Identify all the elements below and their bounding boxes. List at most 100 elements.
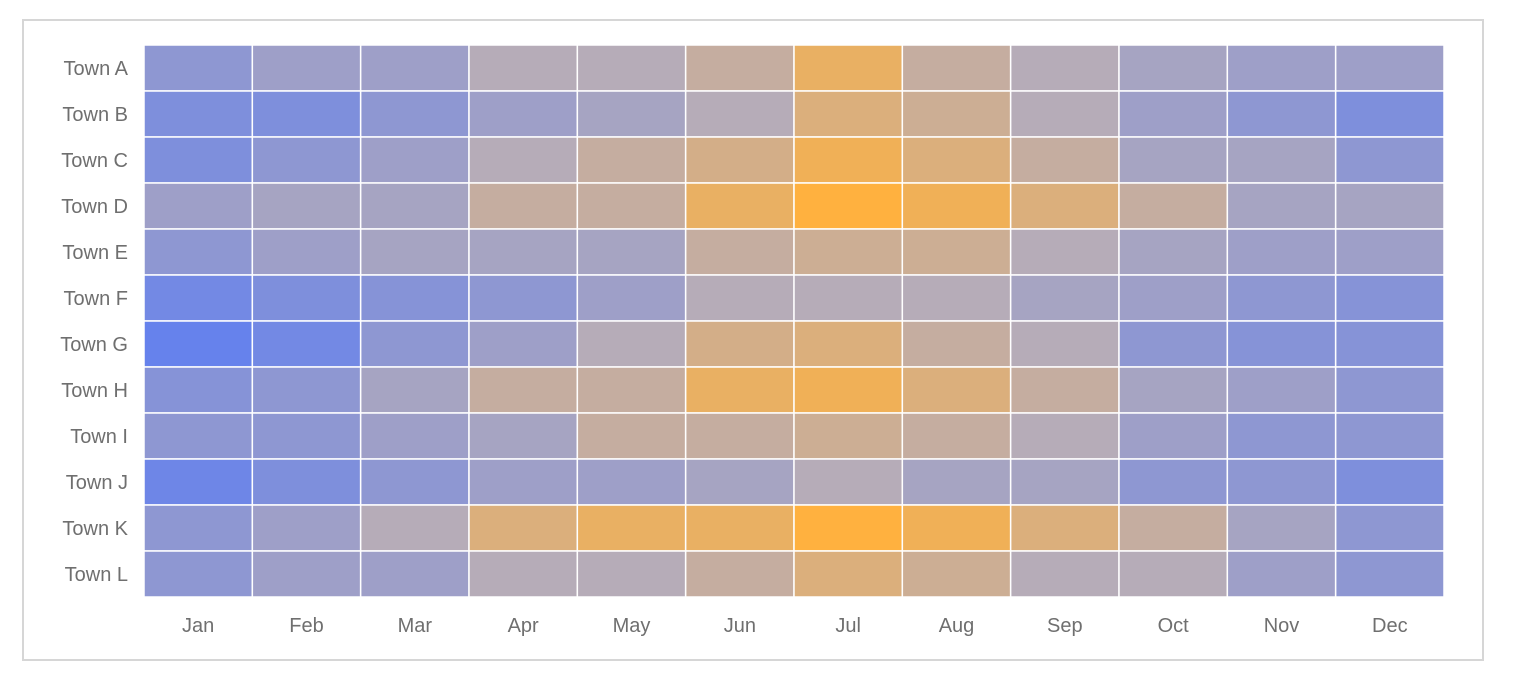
heatmap-cell (576, 136, 687, 184)
heatmap-cell (468, 228, 579, 276)
heatmap-cell (793, 136, 904, 184)
heatmap-cell (1226, 550, 1337, 598)
heatmap-cell (793, 182, 904, 230)
heatmap-cell (143, 320, 254, 368)
x-tick-label: Sep (1047, 615, 1083, 637)
heatmap-cell (251, 412, 362, 460)
heatmap-cell (1009, 504, 1120, 552)
x-tick-label: Dec (1372, 615, 1408, 637)
heatmap-cell (1226, 366, 1337, 414)
x-tick-label: Nov (1264, 615, 1300, 637)
heatmap-cell (901, 228, 1012, 276)
heatmap-cell (359, 182, 470, 230)
heatmap-cell (1334, 504, 1445, 552)
heatmap-cell (143, 366, 254, 414)
heatmap-cell (1118, 412, 1229, 460)
heatmap-cell (793, 458, 904, 506)
heatmap-cell (1226, 44, 1337, 92)
y-tick-label: Town B (62, 104, 128, 126)
heatmap-cell (1118, 320, 1229, 368)
heatmap-cell (684, 550, 795, 598)
heatmap-cell (468, 136, 579, 184)
y-tick-label: Town I (70, 426, 128, 448)
heatmap-cell (793, 44, 904, 92)
heatmap-cell (359, 412, 470, 460)
heatmap-cell (684, 504, 795, 552)
x-tick-label: Jul (835, 615, 861, 637)
y-axis-labels: Town A Town B Town C Town D Town E Town F Town… (60, 58, 128, 586)
heatmap-cell (1009, 550, 1120, 598)
heatmap-cell (793, 412, 904, 460)
heatmap-cell (143, 504, 254, 552)
heatmap-cell (1334, 366, 1445, 414)
heatmap-cell (901, 504, 1012, 552)
heatmap-cell (1118, 550, 1229, 598)
heatmap-cell (684, 366, 795, 414)
heatmap-cell (143, 412, 254, 460)
heatmap-cell (901, 366, 1012, 414)
heatmap-cell (359, 228, 470, 276)
heatmap-cell (576, 182, 687, 230)
heatmap-cell (901, 412, 1012, 460)
heatmap-cell (1226, 90, 1337, 138)
y-tick-label: Town A (64, 58, 129, 80)
heatmap-cell (684, 274, 795, 322)
heatmap-cell (143, 136, 254, 184)
heatmap-cell (793, 366, 904, 414)
heatmap-cell (143, 274, 254, 322)
heatmap-cell (684, 320, 795, 368)
heatmap-cell (1226, 182, 1337, 230)
heatmap-cell (1226, 320, 1337, 368)
y-tick-label: Town C (61, 150, 128, 172)
x-tick-label: Jun (724, 615, 756, 637)
x-tick-label: Feb (289, 615, 323, 637)
heatmap-cell (576, 44, 687, 92)
heatmap-cell (143, 228, 254, 276)
heatmap-cell (143, 458, 254, 506)
heatmap-cell (251, 504, 362, 552)
heatmap-cell (576, 366, 687, 414)
heatmap-cell (793, 90, 904, 138)
heatmap-cell (576, 228, 687, 276)
heatmap-cell (1118, 182, 1229, 230)
heatmap-cell (251, 228, 362, 276)
heatmap-cell (901, 136, 1012, 184)
heatmap-cell (251, 136, 362, 184)
heatmap-cell (251, 320, 362, 368)
y-tick-label: Town E (62, 242, 128, 264)
heatmap-cell (1334, 412, 1445, 460)
heatmap-cell (1226, 136, 1337, 184)
heatmap-cell (251, 44, 362, 92)
heatmap-cell (1118, 366, 1229, 414)
heatmap-cell (793, 228, 904, 276)
heatmap-cell (1118, 44, 1229, 92)
heatmap-cell (468, 412, 579, 460)
heatmap-cell (1009, 182, 1120, 230)
heatmap-cell (251, 550, 362, 598)
x-tick-label: May (613, 615, 651, 637)
heatmap-cell (901, 182, 1012, 230)
heatmap-cell (1009, 366, 1120, 414)
heatmap-cell (359, 44, 470, 92)
heatmap-cell (576, 320, 687, 368)
heatmap-cell (359, 366, 470, 414)
heatmap-cell (1009, 90, 1120, 138)
heatmap-cell (1334, 320, 1445, 368)
heatmap-cell (359, 274, 470, 322)
heatmap-cell (901, 550, 1012, 598)
heatmap-cell (684, 44, 795, 92)
heatmap-cell (1334, 458, 1445, 506)
heatmap-cell (468, 550, 579, 598)
heatmap-cell (1334, 228, 1445, 276)
heatmap-cell (143, 550, 254, 598)
heatmap-cell (468, 366, 579, 414)
heatmap-cell (684, 412, 795, 460)
heatmap-cell (684, 90, 795, 138)
heatmap-cell (251, 274, 362, 322)
heatmap-cell (1226, 458, 1337, 506)
x-tick-label: Oct (1158, 615, 1190, 637)
heatmap-cell (1118, 90, 1229, 138)
y-tick-label: Town D (61, 196, 128, 218)
heatmap-cell (901, 274, 1012, 322)
